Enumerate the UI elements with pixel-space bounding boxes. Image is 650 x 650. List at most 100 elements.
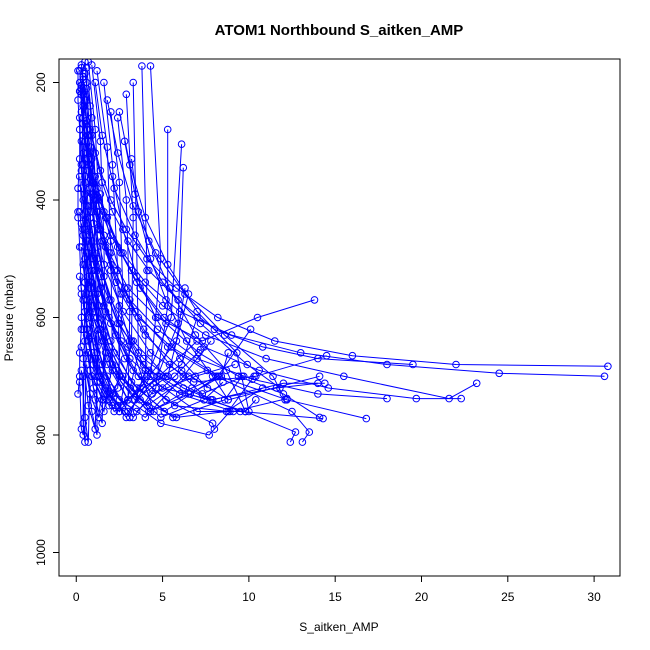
data-point xyxy=(132,272,141,281)
data-point xyxy=(157,413,165,422)
data-point xyxy=(291,428,300,436)
data-point xyxy=(226,407,234,416)
x-axis: 0 5 10 15 20 25 30 xyxy=(73,576,601,604)
data-point xyxy=(179,372,188,381)
y-tick-label: 400 xyxy=(34,190,48,210)
data-point xyxy=(131,231,139,240)
x-tick-label: 20 xyxy=(415,590,429,604)
data-point xyxy=(220,331,229,339)
data-point xyxy=(322,351,331,360)
data-point xyxy=(81,278,89,287)
data-point xyxy=(165,360,174,369)
data-point xyxy=(132,243,141,251)
data-point xyxy=(145,407,153,416)
y-tick-label: 200 xyxy=(34,72,48,92)
data-point xyxy=(296,349,305,357)
data-point xyxy=(126,413,134,422)
series-line-6 xyxy=(79,82,477,400)
data-point xyxy=(88,302,96,310)
data-point xyxy=(193,307,201,316)
series-line-26 xyxy=(89,217,215,430)
data-point xyxy=(271,337,279,345)
data-point xyxy=(252,396,260,404)
series-line-41 xyxy=(86,65,148,419)
data-point xyxy=(115,372,124,381)
data-point xyxy=(74,390,82,398)
data-point xyxy=(108,360,117,369)
y-axis: 200 400 600 800 1000 xyxy=(34,72,59,566)
data-point xyxy=(77,137,86,146)
data-point xyxy=(77,290,86,298)
data-point xyxy=(126,307,134,316)
data-point xyxy=(113,149,122,157)
series-line-23 xyxy=(82,199,243,418)
data-point xyxy=(86,184,94,193)
data-point xyxy=(119,225,127,234)
data-point xyxy=(75,155,84,163)
data-point xyxy=(94,325,103,334)
data-point xyxy=(120,284,129,292)
data-point xyxy=(132,407,141,416)
data-point xyxy=(298,438,307,446)
data-point xyxy=(193,407,201,416)
data-point xyxy=(98,131,106,140)
series-line-57 xyxy=(94,82,281,389)
chart-title: ATOM1 Northbound S_aitken_AMP xyxy=(215,22,464,39)
data-point xyxy=(176,390,184,398)
data-point xyxy=(134,372,143,381)
series-line-58 xyxy=(106,100,286,401)
data-point xyxy=(383,360,391,369)
data-point xyxy=(134,208,143,216)
data-point xyxy=(495,369,504,378)
data-point xyxy=(146,349,155,357)
data-point xyxy=(305,428,314,436)
series-line-7 xyxy=(86,88,462,400)
data-point xyxy=(151,313,160,322)
data-point xyxy=(412,394,421,403)
data-point xyxy=(127,155,136,163)
y-axis-label: Pressure (mbar) xyxy=(2,275,16,362)
series-line-50 xyxy=(82,67,100,430)
data-point xyxy=(141,413,150,422)
series-line-62 xyxy=(112,176,208,389)
data-point xyxy=(93,67,101,75)
data-point xyxy=(93,431,101,439)
data-point xyxy=(203,366,212,375)
data-point xyxy=(157,419,165,428)
x-tick-label: 15 xyxy=(329,590,343,604)
data-point xyxy=(224,349,232,357)
data-point xyxy=(198,337,207,345)
data-point xyxy=(198,390,207,398)
data-point xyxy=(84,349,93,357)
data-point xyxy=(191,331,200,339)
series-line-44 xyxy=(89,117,131,407)
data-point xyxy=(74,213,82,222)
data-point xyxy=(74,96,82,104)
data-point xyxy=(604,362,612,371)
data-point xyxy=(91,396,99,404)
data-point xyxy=(258,384,267,392)
data-point xyxy=(310,296,319,304)
data-point xyxy=(101,307,110,316)
data-point xyxy=(160,407,169,416)
data-point xyxy=(146,254,155,263)
data-point xyxy=(124,396,132,404)
data-point xyxy=(243,360,251,369)
data-point xyxy=(81,172,89,181)
series-line-63 xyxy=(99,193,244,395)
y-tick-label: 800 xyxy=(34,425,48,445)
data-point xyxy=(101,349,110,357)
data-point xyxy=(138,62,146,70)
data-point xyxy=(201,331,210,339)
data-point xyxy=(134,349,143,357)
data-point xyxy=(163,125,172,134)
data-point xyxy=(122,196,131,204)
data-point xyxy=(163,260,172,269)
data-point xyxy=(79,431,87,439)
data-point xyxy=(283,394,291,403)
data-point xyxy=(75,243,84,251)
data-point xyxy=(79,161,87,169)
data-point xyxy=(91,78,99,87)
data-point xyxy=(163,372,172,381)
x-tick-label: 5 xyxy=(159,590,166,604)
